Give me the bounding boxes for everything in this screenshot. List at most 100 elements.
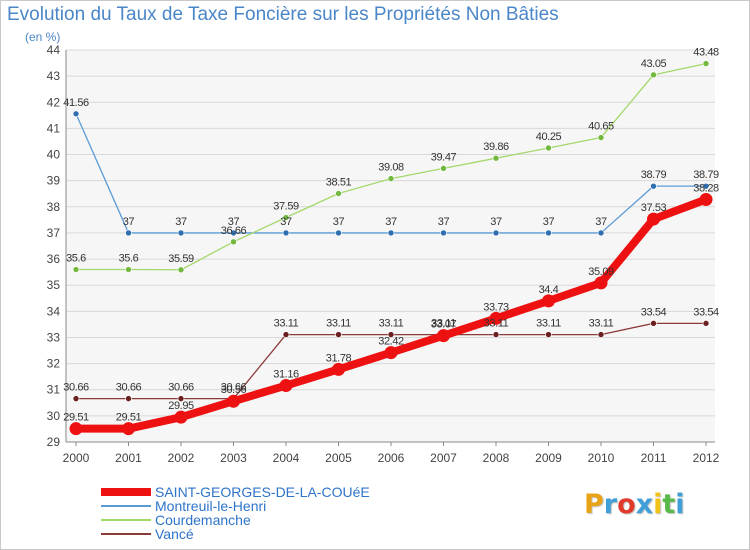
data-label: 38.79 xyxy=(641,169,667,181)
data-label: 39.08 xyxy=(378,162,404,174)
legend-swatch xyxy=(101,533,151,535)
logo-letter: t xyxy=(662,489,676,520)
data-point xyxy=(177,266,185,274)
data-label: 30.66 xyxy=(116,382,142,394)
data-label: 33.11 xyxy=(431,318,456,330)
legend-label: Montreuil-le-Henri xyxy=(155,498,267,514)
data-label: 37.53 xyxy=(641,202,667,214)
data-point xyxy=(335,190,342,197)
data-point xyxy=(279,379,293,393)
data-label: 37 xyxy=(175,216,187,228)
data-label: 29.51 xyxy=(63,412,89,424)
data-point xyxy=(72,266,80,273)
data-point xyxy=(282,214,290,221)
logo-letter: r xyxy=(603,489,618,520)
data-point xyxy=(387,175,395,182)
data-point xyxy=(227,394,240,408)
data-label: 40.25 xyxy=(536,131,562,143)
data-label: 40.65 xyxy=(588,121,614,133)
logo-letter: i xyxy=(653,489,663,520)
data-point xyxy=(650,182,657,190)
data-label: 37 xyxy=(280,216,292,228)
data-label: 29.51 xyxy=(116,412,142,424)
data-point xyxy=(174,410,188,424)
unit-label: (en %) xyxy=(25,30,61,44)
y-tick-label: 36 xyxy=(47,252,61,266)
y-tick-label: 43 xyxy=(47,69,61,83)
data-point xyxy=(702,60,710,67)
brand-logo: Proxiti xyxy=(584,489,685,520)
data-label: 32.42 xyxy=(378,336,404,348)
data-point xyxy=(647,212,660,226)
logo-letter: i xyxy=(675,489,685,520)
data-point xyxy=(545,229,552,237)
x-tick-label: 2006 xyxy=(378,451,405,465)
data-point xyxy=(335,229,342,237)
data-point xyxy=(702,182,710,190)
data-point xyxy=(72,110,80,118)
data-point xyxy=(542,294,555,308)
data-label: 30.66 xyxy=(63,382,89,394)
legend-swatch xyxy=(101,488,151,496)
x-tick-label: 2001 xyxy=(115,451,142,465)
plot-area xyxy=(66,50,715,442)
data-point xyxy=(702,320,710,327)
data-label: 29.95 xyxy=(168,400,194,412)
data-point xyxy=(437,329,450,343)
data-label: 30.56 xyxy=(221,384,247,396)
data-label: 37 xyxy=(543,216,555,228)
data-point xyxy=(125,266,132,273)
data-label: 37 xyxy=(333,216,345,228)
data-label: 33.54 xyxy=(641,306,667,318)
y-tick-label: 42 xyxy=(47,95,61,109)
data-point xyxy=(125,395,132,402)
legend-label: Vancé xyxy=(155,526,194,542)
data-point xyxy=(699,192,713,206)
legend-label: SAINT-GEORGES-DE-LA-COUéE xyxy=(155,484,370,500)
data-point xyxy=(440,165,447,172)
data-label: 37 xyxy=(595,216,607,228)
data-label: 36.66 xyxy=(221,225,247,237)
data-point xyxy=(597,229,605,237)
data-point xyxy=(122,422,135,436)
chart-title: Evolution du Taux de Taxe Foncière sur l… xyxy=(7,4,559,25)
data-point xyxy=(597,331,605,338)
y-tick-label: 37 xyxy=(47,226,61,240)
data-label: 33.54 xyxy=(693,306,719,318)
data-point xyxy=(594,276,608,290)
y-tick-label: 40 xyxy=(47,148,61,162)
data-point xyxy=(69,422,83,436)
data-label: 37 xyxy=(438,216,450,228)
legend-label: Courdemanche xyxy=(155,512,251,528)
legend-swatch xyxy=(101,519,151,521)
y-tick-label: 32 xyxy=(47,357,61,371)
data-point xyxy=(230,229,237,237)
data-point xyxy=(72,395,80,402)
data-label: 33.11 xyxy=(379,318,404,330)
x-tick-label: 2010 xyxy=(588,451,615,465)
logo-letter: o xyxy=(617,489,636,520)
data-label: 35.6 xyxy=(119,253,139,265)
data-point xyxy=(492,229,500,237)
data-label: 35.09 xyxy=(588,266,614,278)
data-label: 35.59 xyxy=(168,253,194,265)
data-label: 37 xyxy=(123,216,135,228)
data-point xyxy=(545,144,552,152)
data-point xyxy=(177,229,185,237)
data-label: 38.51 xyxy=(326,176,352,188)
x-tick-label: 2002 xyxy=(168,451,195,465)
y-tick-label: 33 xyxy=(47,330,61,344)
data-label: 39.47 xyxy=(431,151,457,163)
data-point xyxy=(335,331,342,338)
data-label: 37 xyxy=(385,216,397,228)
y-tick-label: 34 xyxy=(47,304,61,318)
data-label: 31.78 xyxy=(326,352,352,364)
data-point xyxy=(597,134,605,141)
x-tick-label: 2005 xyxy=(325,451,352,465)
y-tick-label: 41 xyxy=(47,121,61,135)
y-tick-label: 44 xyxy=(47,43,61,57)
data-point xyxy=(387,331,395,338)
data-point xyxy=(492,154,500,162)
x-tick-label: 2011 xyxy=(641,451,667,465)
